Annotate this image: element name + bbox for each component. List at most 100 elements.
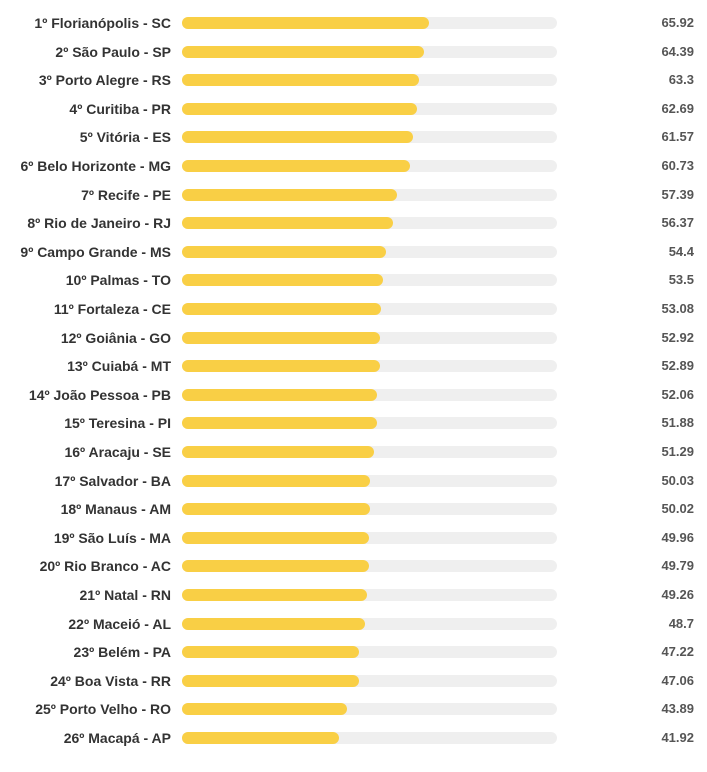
bar-row: 22º Maceió - AL 48.7 [0, 614, 707, 634]
bar-row: 11º Fortaleza - CE 53.08 [0, 299, 707, 319]
bar-row: 24º Boa Vista - RR 47.06 [0, 671, 707, 691]
value-label: 65.92 [661, 15, 694, 30]
bar-track [182, 589, 557, 601]
bar-track [182, 646, 557, 659]
bar-row: 19º São Luís - MA 49.96 [0, 528, 707, 548]
value-label: 52.89 [661, 358, 694, 374]
bar [182, 74, 420, 87]
value-label: 57.39 [661, 186, 694, 202]
value-label: 49.26 [661, 587, 694, 602]
bar [182, 560, 369, 573]
bar-track [182, 188, 557, 201]
bar-row: 7º Recife - PE 57.39 [0, 185, 707, 205]
category-label: 21º Natal - RN [79, 587, 171, 603]
bar-track [182, 388, 557, 401]
value-label: 54.4 [668, 243, 694, 259]
category-label: 16º Aracaju - SE [64, 444, 171, 460]
category-label: 2º São Paulo - SP [55, 43, 171, 60]
bar-track [182, 131, 557, 144]
bar-row: 15º Teresina - PI 51.88 [0, 413, 707, 433]
bar-row: 21º Natal - RN 49.26 [0, 585, 707, 605]
bar-track [182, 102, 557, 115]
bar [182, 503, 370, 516]
value-label: 64.39 [661, 43, 694, 59]
bar [182, 303, 382, 315]
value-label: 49.96 [661, 529, 694, 545]
bar [182, 732, 340, 744]
bar-row: 3º Porto Alegre - RS 63.3 [0, 70, 707, 90]
value-label: 52.92 [661, 329, 694, 345]
value-label: 50.03 [661, 472, 694, 488]
bar [182, 674, 359, 687]
bar-track [182, 531, 557, 544]
bar-row: 1º Florianópolis - SC 65.92 [0, 13, 707, 33]
bar-track [182, 45, 557, 58]
category-label: 9º Campo Grande - MS [20, 243, 171, 260]
bar-row: 12º Goiânia - GO 52.92 [0, 328, 707, 348]
category-label: 22º Maceió - AL [68, 615, 171, 632]
category-label: 17º Salvador - BA [54, 472, 171, 489]
bar [182, 646, 360, 659]
value-label: 62.69 [661, 100, 694, 116]
category-label: 18º Manaus - AM [60, 501, 171, 518]
value-label: 41.92 [661, 730, 694, 745]
category-label: 12º Goiânia - GO [60, 329, 171, 346]
bar-row: 25º Porto Velho - RO 43.89 [0, 699, 707, 719]
bar-track [182, 503, 557, 516]
category-label: 26º Macapá - AP [63, 730, 171, 746]
bar-row: 10º Palmas - TO 53.5 [0, 270, 707, 290]
bar-track [182, 446, 557, 458]
bar [182, 188, 398, 201]
bar-track [182, 274, 557, 287]
category-label: 13º Cuiabá - MT [67, 358, 171, 375]
bar [182, 531, 370, 544]
category-label: 4º Curitiba - PR [69, 100, 171, 117]
bar-row: 5º Vitória - ES 61.57 [0, 127, 707, 147]
bar-track [182, 17, 557, 29]
bar [182, 131, 413, 144]
bar [182, 589, 367, 601]
bar-row: 9º Campo Grande - MS 54.4 [0, 242, 707, 262]
bar-row: 4º Curitiba - PR 62.69 [0, 99, 707, 119]
category-label: 1º Florianópolis - SC [34, 15, 171, 31]
bar-row: 17º Salvador - BA 50.03 [0, 471, 707, 491]
value-label: 51.88 [661, 415, 694, 431]
value-label: 60.73 [661, 158, 694, 173]
bar [182, 217, 394, 230]
bar [182, 474, 370, 487]
value-label: 52.06 [661, 386, 694, 402]
bar [182, 274, 383, 287]
category-label: 8º Rio de Janeiro - RJ [27, 215, 171, 232]
bar-track [182, 560, 557, 573]
bar-track [182, 245, 557, 258]
bar [182, 360, 381, 373]
category-label: 24º Boa Vista - RR [50, 672, 171, 689]
bar [182, 245, 386, 258]
category-label: 5º Vitória - ES [79, 129, 171, 146]
bar-row: 16º Aracaju - SE 51.29 [0, 442, 707, 462]
bar [182, 160, 410, 172]
value-label: 48.7 [668, 615, 694, 631]
value-label: 53.5 [668, 272, 694, 288]
bar-row: 2º São Paulo - SP 64.39 [0, 42, 707, 62]
category-label: 25º Porto Velho - RO [35, 701, 171, 718]
bar-track [182, 617, 557, 630]
category-label: 19º São Luís - MA [53, 529, 171, 546]
bar [182, 102, 418, 115]
category-label: 20º Rio Branco - AC [39, 558, 171, 575]
bar-track [182, 703, 557, 716]
value-label: 49.79 [661, 558, 694, 574]
bar-track [182, 674, 557, 687]
category-label: 23º Belém - PA [73, 644, 171, 661]
value-label: 56.37 [661, 215, 694, 231]
bar [182, 45, 424, 58]
bar-track [182, 474, 557, 487]
bar-track [182, 331, 557, 344]
bar-row: 18º Manaus - AM 50.02 [0, 499, 707, 519]
category-label: 10º Palmas - TO [65, 272, 171, 289]
value-label: 53.08 [661, 301, 694, 316]
bar-track [182, 417, 557, 430]
bar-track [182, 303, 557, 315]
value-label: 43.89 [661, 701, 694, 717]
bar-row: 26º Macapá - AP 41.92 [0, 728, 707, 748]
